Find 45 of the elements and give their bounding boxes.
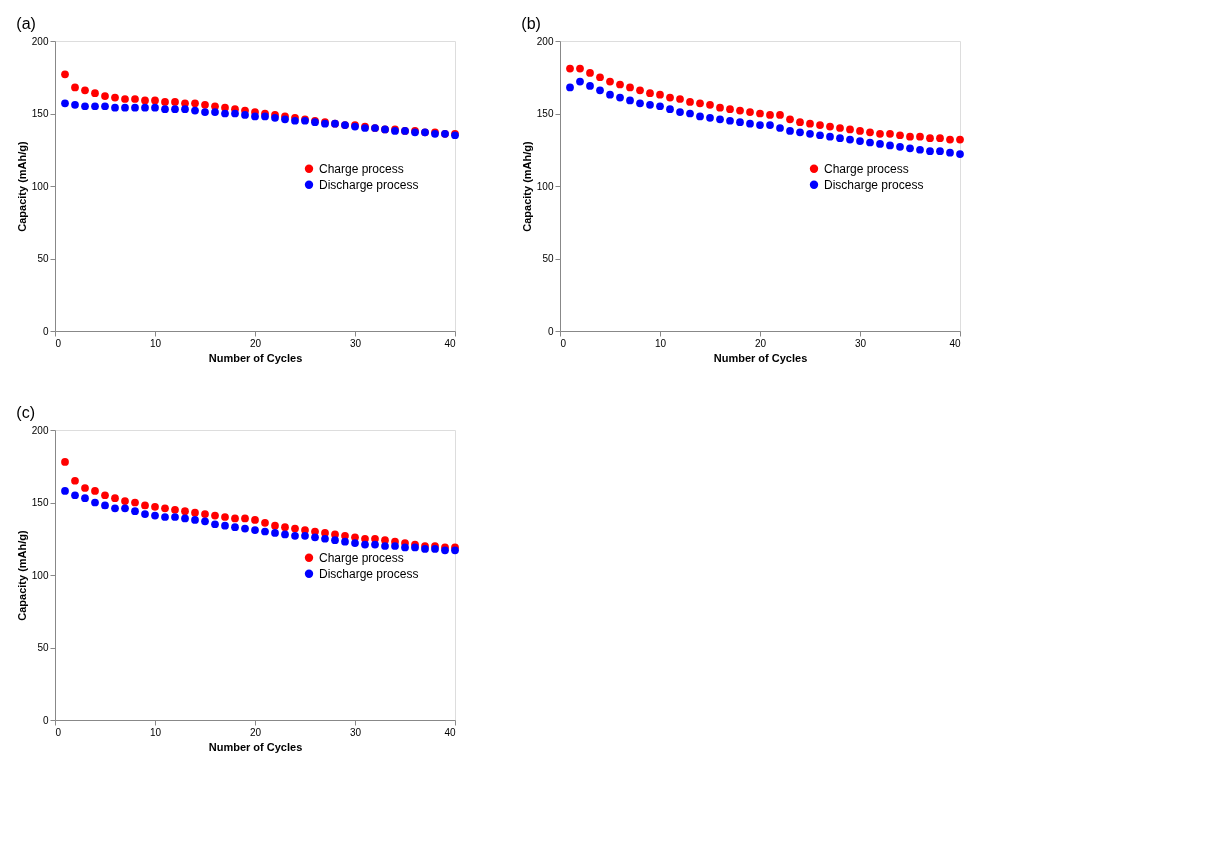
y-tick-label: 0 xyxy=(42,714,49,726)
y-axis-title: Capacity (mAh/g) xyxy=(15,140,28,232)
x-tick-label: 0 xyxy=(55,726,62,738)
x-axis-title: Number of Cycles xyxy=(208,351,303,364)
y-tick-label: 150 xyxy=(31,108,49,119)
x-tick-label: 0 xyxy=(55,337,62,349)
legend-label: Discharge process xyxy=(824,177,924,192)
x-tick-label: 40 xyxy=(444,337,456,349)
y-tick-label: 50 xyxy=(542,253,554,264)
legend-label: Discharge process xyxy=(319,566,419,581)
y-tick-label: 50 xyxy=(37,253,49,264)
x-tick-label: 20 xyxy=(249,726,262,738)
chart-title: (a) xyxy=(16,15,36,32)
x-tick-label: 30 xyxy=(349,337,362,349)
y-tick-label: 100 xyxy=(31,180,49,192)
chart-title: (c) xyxy=(16,404,35,421)
x-tick-label: 40 xyxy=(444,726,456,738)
x-tick-label: 20 xyxy=(754,337,767,349)
legend-label: Discharge process xyxy=(319,177,419,192)
y-tick-label: 150 xyxy=(536,108,554,119)
x-tick-label: 30 xyxy=(854,337,867,349)
y-tick-label: 100 xyxy=(31,569,49,581)
x-axis-title: Number of Cycles xyxy=(713,351,808,364)
y-axis-title: Capacity (mAh/g) xyxy=(15,529,28,621)
y-tick-label: 100 xyxy=(536,180,554,192)
y-tick-label: 150 xyxy=(31,497,49,508)
x-tick-label: 30 xyxy=(349,726,362,738)
x-axis-title: Number of Cycles xyxy=(208,740,303,753)
y-tick-label: 200 xyxy=(536,35,554,47)
chart-title: (b) xyxy=(521,15,541,32)
y-tick-label: 200 xyxy=(31,35,49,47)
x-tick-label: 40 xyxy=(949,337,961,349)
y-axis-title: Capacity (mAh/g) xyxy=(520,140,533,232)
legend-label: Charge process xyxy=(319,550,404,565)
x-tick-label: 10 xyxy=(149,726,162,738)
legend-label: Charge process xyxy=(319,161,404,176)
y-tick-label: 0 xyxy=(42,325,49,337)
x-tick-label: 0 xyxy=(560,337,567,349)
legend-label: Charge process xyxy=(824,161,909,176)
y-tick-label: 200 xyxy=(31,424,49,436)
x-tick-label: 10 xyxy=(149,337,162,349)
x-tick-label: 20 xyxy=(249,337,262,349)
y-tick-label: 0 xyxy=(547,325,554,337)
y-tick-label: 50 xyxy=(37,642,49,653)
x-tick-label: 10 xyxy=(654,337,667,349)
